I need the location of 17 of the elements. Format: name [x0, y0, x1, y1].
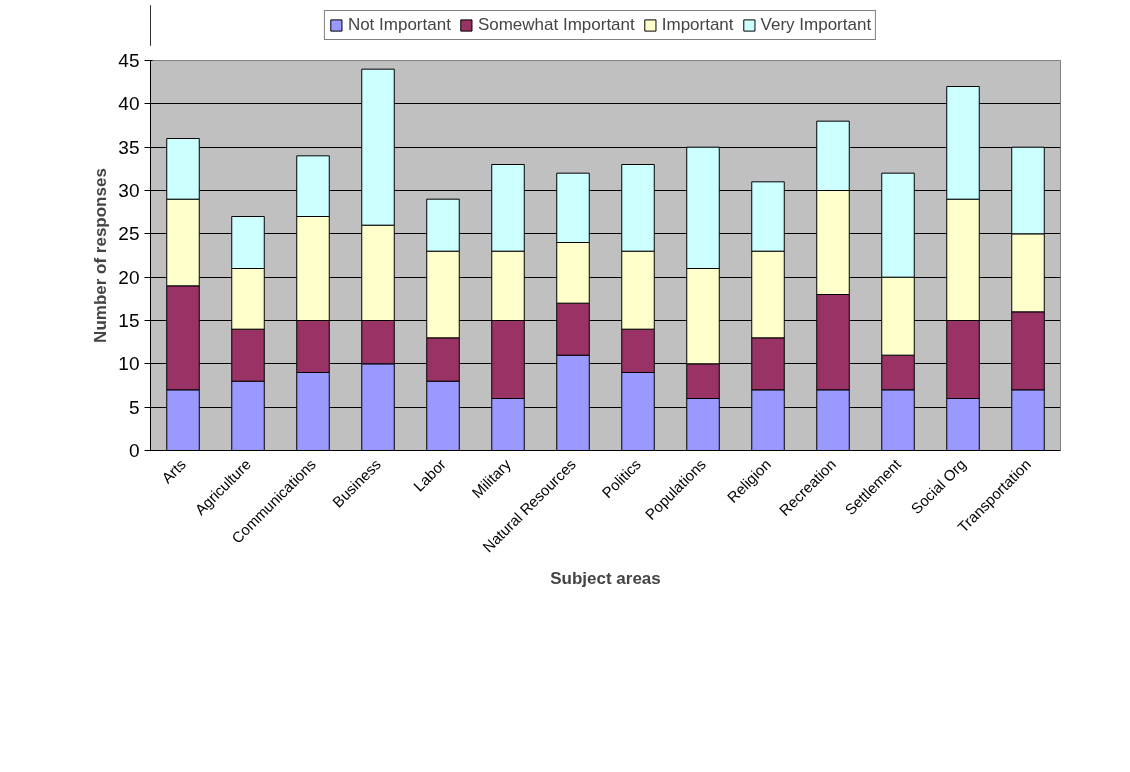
y-tick-label: 20: [118, 266, 140, 288]
y-tick-label: 5: [128, 396, 140, 418]
legend-label: Very Important: [760, 15, 872, 35]
x-axis-title: Subject areas: [550, 569, 661, 589]
y-tick-label: 0: [128, 440, 140, 461]
y-tick-label: 10: [118, 353, 140, 375]
legend-label: Somewhat Important: [477, 15, 635, 35]
legend-label: Important: [661, 15, 734, 35]
y-tick-label: 30: [118, 180, 140, 201]
y-tick-label: 25: [118, 223, 140, 245]
legend-label: Not Important: [347, 15, 451, 35]
y-tick-label: 40: [118, 93, 140, 115]
y-tick-label: 35: [118, 136, 140, 158]
y-axis-title: Number of responses: [91, 168, 111, 343]
y-tick-label: 15: [118, 310, 140, 331]
y-tick-label: 45: [118, 50, 140, 71]
x-tick-label: Arts: [158, 455, 190, 487]
